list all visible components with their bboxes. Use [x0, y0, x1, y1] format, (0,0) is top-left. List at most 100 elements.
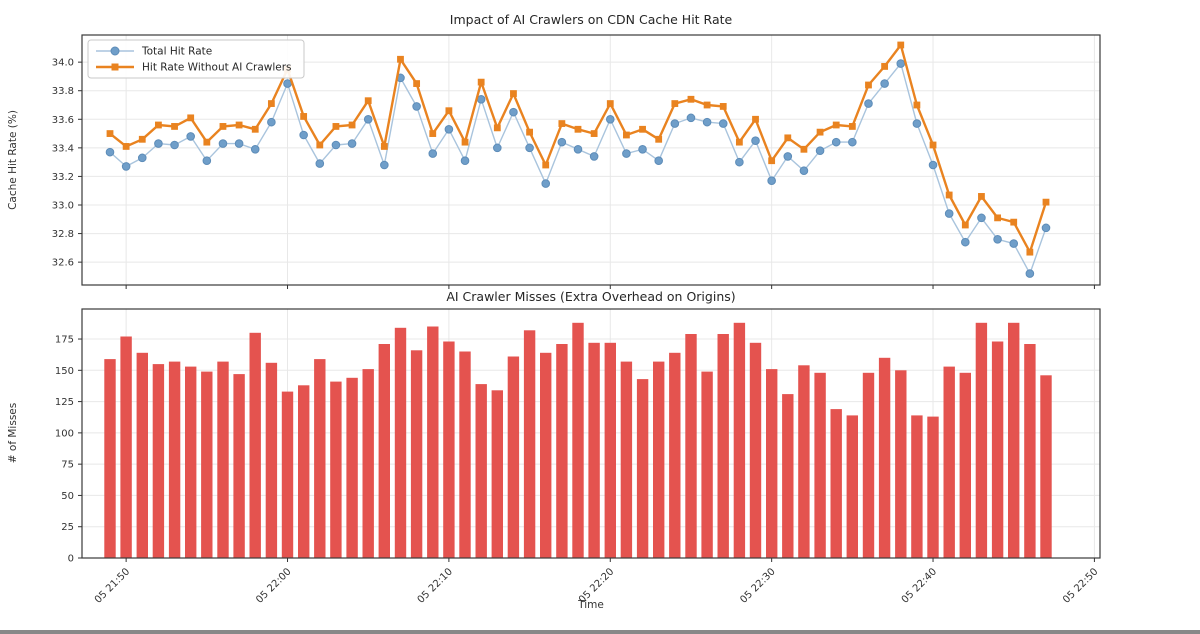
x-tick-label: 05 22:40 — [900, 566, 939, 605]
total-hit-rate-point — [121, 162, 131, 171]
misses-bar — [927, 416, 939, 558]
y-tick-label: 32.6 — [52, 258, 74, 269]
misses-bar — [201, 371, 213, 558]
y-tick-label: 125 — [55, 397, 74, 408]
total-hit-rate-point — [961, 237, 970, 247]
misses-bar — [798, 365, 810, 558]
y-tick-label: 75 — [61, 460, 74, 471]
misses-bar — [265, 362, 278, 558]
without-ai-crawlers-point — [413, 80, 421, 87]
total-hit-rate-point — [912, 119, 922, 128]
legend-total-marker — [110, 46, 120, 56]
misses-bar — [717, 334, 729, 558]
without-ai-crawlers-point — [639, 125, 646, 133]
top-chart-frame — [81, 34, 1101, 286]
misses-bar — [104, 359, 116, 558]
misses-bar — [1008, 322, 1020, 558]
misses-bar — [620, 361, 633, 558]
total-hit-rate-point — [993, 234, 1002, 244]
total-hit-rate-point — [331, 140, 341, 150]
without-ai-crawlers-point — [945, 191, 953, 199]
misses-bar — [394, 327, 407, 558]
total-hit-rate-point — [283, 79, 292, 88]
without-ai-crawlers-point — [510, 90, 517, 97]
total-hit-rate-point — [864, 99, 873, 108]
misses-bar — [427, 326, 439, 558]
without-ai-crawlers-point — [1026, 248, 1034, 256]
misses-bar — [217, 361, 229, 558]
misses-bar — [588, 342, 600, 558]
total-hit-rate-point — [137, 153, 147, 163]
legend-without-marker — [111, 63, 119, 71]
total-hit-rate-point — [605, 114, 615, 124]
total-hit-rate-point — [234, 139, 244, 148]
without-ai-crawlers-point — [477, 78, 485, 86]
y-tick-label: 34.0 — [52, 58, 74, 69]
misses-bar — [281, 391, 294, 558]
misses-bar — [410, 350, 423, 558]
misses-bar — [491, 390, 503, 558]
without-ai-crawlers-point — [994, 214, 1001, 222]
total-hit-rate-point — [702, 117, 712, 127]
without-ai-crawlers-point — [881, 63, 889, 70]
without-ai-crawlers-point — [397, 55, 404, 63]
y-tick-label: 100 — [55, 428, 74, 439]
misses-bar — [685, 334, 697, 558]
total-hit-rate-point — [977, 213, 986, 223]
total-hit-rate-point — [428, 149, 438, 158]
y-tick-label: 33.0 — [52, 201, 74, 212]
total-hit-rate-point — [896, 59, 906, 68]
y-tick-label: 33.6 — [52, 115, 74, 126]
without-ai-crawlers-point — [461, 138, 469, 146]
without-ai-crawlers-point — [703, 101, 711, 109]
total-hit-rate-point — [105, 147, 115, 157]
total-hit-rate-point — [831, 137, 841, 147]
top-chart-ticks: 34.0 33.8 33.6 33.4 33.2 33.0 32.8 32.6 — [52, 58, 1095, 289]
total-hit-rate-point — [186, 132, 195, 141]
without-ai-crawlers-point — [590, 130, 598, 137]
without-ai-crawlers-point — [719, 103, 727, 110]
total-hit-rate-point — [1009, 239, 1019, 248]
without-ai-crawlers-point — [445, 107, 453, 115]
misses-bar — [233, 374, 245, 558]
bottom-y-axis-label: # of Misses — [7, 403, 19, 463]
misses-bar — [862, 372, 875, 558]
misses-bar — [314, 359, 326, 558]
total-hit-rate-point — [654, 156, 663, 166]
total-hit-rate-point — [493, 143, 502, 153]
without-ai-crawlers-point — [429, 130, 437, 137]
without-ai-crawlers-point — [671, 100, 679, 107]
total-hit-rate-point — [170, 140, 179, 150]
y-tick-label: 0 — [68, 554, 74, 565]
total-hit-rate-point — [363, 114, 373, 124]
misses-bar — [911, 415, 923, 558]
without-ai-crawlers-point — [106, 130, 114, 137]
without-ai-crawlers-point — [623, 131, 630, 139]
total-hit-rate-point — [218, 139, 228, 148]
total-hit-rate-point — [444, 124, 454, 134]
misses-bar — [1024, 344, 1036, 558]
without-ai-crawlers-point — [348, 121, 356, 129]
misses-bar — [362, 369, 374, 558]
without-ai-crawlers-point — [316, 141, 324, 149]
without-ai-crawlers-point — [526, 128, 533, 136]
x-tick-label: 05 22:50 — [1061, 566, 1100, 605]
without-ai-crawlers-point — [655, 135, 663, 143]
bottom-chart-title: AI Crawler Misses (Extra Overhead on Ori… — [446, 289, 735, 304]
total-hit-rate-point — [315, 159, 325, 168]
total-hit-rate-point — [718, 119, 728, 128]
total-hit-rate-point — [347, 139, 357, 148]
x-tick-label: 05 21:50 — [93, 566, 132, 605]
misses-bar — [782, 394, 794, 558]
misses-bar — [878, 357, 891, 558]
x-tick-label: 05 22:00 — [254, 566, 293, 605]
misses-bar — [895, 370, 907, 558]
misses-bar — [185, 366, 197, 558]
total-hit-rate-point — [848, 137, 857, 147]
y-tick-label: 175 — [55, 335, 74, 346]
without-ai-crawlers-point — [542, 161, 550, 169]
top-chart-title: Impact of AI Crawlers on CDN Cache Hit R… — [450, 12, 733, 27]
misses-bar — [249, 332, 261, 558]
